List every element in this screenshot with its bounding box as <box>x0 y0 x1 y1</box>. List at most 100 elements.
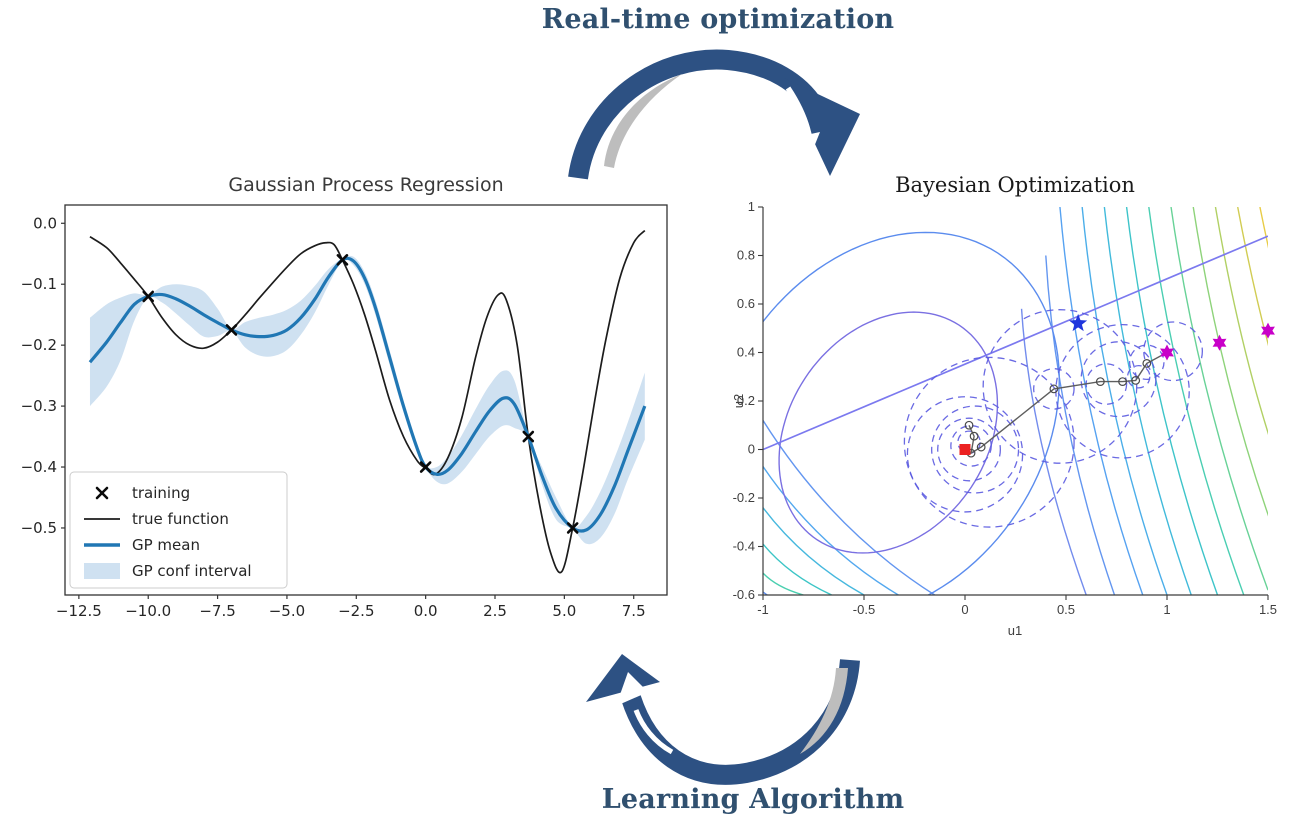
bo-y-tick-label: 0.6 <box>737 296 755 311</box>
contour-arc <box>763 507 865 595</box>
bo-x-tick-label: 0 <box>961 602 968 617</box>
iterate-marker <box>1142 359 1152 368</box>
gp-plot-area: −12.5 −10.0 −7.5 −5.0 −2.5 0.0 2.5 5.0 7.5 0.0 −0.… <box>21 204 668 620</box>
gp-mean-line <box>88 256 647 533</box>
bo-plot-area: -1 -0.5 0 0.5 1 1.5 1 0.8 0.6 0.4 0.2 0 -0.2 -0.4 -0.6 <box>733 199 1294 617</box>
bo-x-tick-label: 0.5 <box>1057 602 1075 617</box>
optimum-star <box>1261 322 1275 339</box>
gp-y-tick-label: −0.1 <box>21 275 57 293</box>
gp-legend: training true function GP mean GP conf inte… <box>69 471 288 589</box>
gp-regression-chart: Gaussian Process Regression −12.5 −10.0 −7… <box>10 172 680 646</box>
bo-y-tick-label: 0 <box>748 442 755 457</box>
bo-x-tick-label: 1.5 <box>1259 602 1277 617</box>
contour-loop <box>778 311 999 554</box>
bo-y-tick-label: -0.2 <box>733 490 755 505</box>
bo-y-tick-label: 0.2 <box>737 393 755 408</box>
gp-x-tick-label: −10.0 <box>125 602 171 620</box>
search-path-line <box>968 351 1168 455</box>
gp-y-tick-label: −0.2 <box>21 336 57 354</box>
contour-arc <box>763 572 804 595</box>
contour-arc <box>1214 207 1268 435</box>
bo-xaxis-label: u1 <box>1008 623 1022 638</box>
true-function-line <box>89 229 646 574</box>
training-x-marker <box>566 522 579 534</box>
gp-x-tick-label: −2.5 <box>338 602 374 620</box>
legend-training-marker-icon <box>95 486 109 500</box>
training-x-marker <box>225 324 238 336</box>
constraint-line <box>763 235 1268 451</box>
iterate-marker <box>1131 375 1141 385</box>
training-markers <box>142 254 579 534</box>
trust-region-circle <box>1128 344 1165 381</box>
bayesian-optimization-chart: Bayesian Optimization u1 u2 -1 -0.5 0 0.5 1 1… <box>731 172 1294 664</box>
iterate-marker <box>976 442 986 452</box>
trust-region-circle <box>931 405 1020 494</box>
contour-arc <box>1148 207 1245 595</box>
contour-arc <box>763 420 936 595</box>
banner-learning-algorithm: Learning Algorithm <box>601 784 905 815</box>
gp-x-tick-label: 0.0 <box>414 602 438 620</box>
gp-legend-box <box>69 471 288 589</box>
bo-y-tick-label: -0.6 <box>733 587 755 602</box>
iterate-marker <box>1095 377 1105 387</box>
gp-chart-title: Gaussian Process Regression <box>228 174 503 196</box>
gp-x-tick-label: −5.0 <box>269 602 305 620</box>
gp-legend-label: training <box>132 484 190 502</box>
bo-yaxis-label: u2 <box>732 394 746 408</box>
gp-plot-border <box>64 204 668 596</box>
gp-y-tick-label: 0.0 <box>33 214 57 232</box>
bo-y-tick-label: -0.4 <box>733 539 755 554</box>
bo-axes: -1 -0.5 0 0.5 1 1.5 1 0.8 0.6 0.4 0.2 0 -0.2 -0.4 -0.6 <box>733 199 1277 617</box>
iterate-marker <box>964 420 974 430</box>
bo-y-tick-label: 0.8 <box>737 248 755 263</box>
optimum-star <box>1212 334 1227 351</box>
trust-region-circle <box>906 396 1024 513</box>
gp-legend-label: GP conf interval <box>132 562 252 580</box>
bo-x-tick-label: -1 <box>757 602 769 617</box>
gp-x-tick-label: −7.5 <box>199 602 235 620</box>
bo-x-tick-label: -0.5 <box>853 602 875 617</box>
optimum-star <box>1160 344 1174 361</box>
training-x-marker <box>336 254 349 266</box>
contour-arc <box>763 543 832 595</box>
trust-region-circle <box>950 425 992 467</box>
trust-region-circle <box>982 309 1138 464</box>
trust-region-circle <box>1080 341 1157 418</box>
start-point-square <box>959 444 971 455</box>
contour-arc <box>1192 207 1268 517</box>
contour-loop <box>763 231 1060 595</box>
training-x-marker <box>142 290 155 303</box>
bo-contour-layer <box>763 207 1294 595</box>
contour-arc <box>1280 207 1294 413</box>
contour-arc <box>763 466 899 595</box>
iterate-marker <box>1118 377 1127 387</box>
gp-x-tick-label: 5.0 <box>552 602 576 620</box>
bo-x-tick-label: 1 <box>1163 602 1170 617</box>
contour-arc <box>1081 207 1168 595</box>
gp-x-tick-label: 2.5 <box>483 602 507 620</box>
gp-legend-label: GP mean <box>132 536 200 554</box>
gp-y-tick-label: −0.5 <box>21 519 57 537</box>
gp-axes: −12.5 −10.0 −7.5 −5.0 −2.5 0.0 2.5 5.0 7.5 0.0 −0.… <box>21 204 668 620</box>
bo-y-tick-label: 1 <box>748 199 755 214</box>
contour-arc <box>1170 207 1268 591</box>
trust-region-circle <box>937 417 1001 482</box>
bo-y-tick-label: 0.4 <box>737 345 755 360</box>
legend-gp-conf-icon <box>84 563 120 579</box>
contour-arc <box>1059 207 1144 595</box>
contour-arc <box>1103 207 1192 595</box>
contour-arc <box>1125 207 1219 595</box>
gp-y-tick-label: −0.3 <box>21 397 57 415</box>
iterate-marker <box>1049 384 1059 394</box>
trust-region-circle <box>903 356 1075 528</box>
iterate-marker <box>969 431 979 441</box>
training-x-marker <box>419 461 432 473</box>
gp-x-tick-label: 7.5 <box>622 602 646 620</box>
gp-legend-label: true function <box>132 510 229 528</box>
training-x-marker <box>522 430 535 443</box>
bo-chart-title: Bayesian Optimization <box>895 173 1135 197</box>
gp-x-tick-label: −12.5 <box>56 602 102 620</box>
trust-region-circle <box>1143 321 1203 382</box>
gp-y-tick-label: −0.4 <box>21 458 57 476</box>
